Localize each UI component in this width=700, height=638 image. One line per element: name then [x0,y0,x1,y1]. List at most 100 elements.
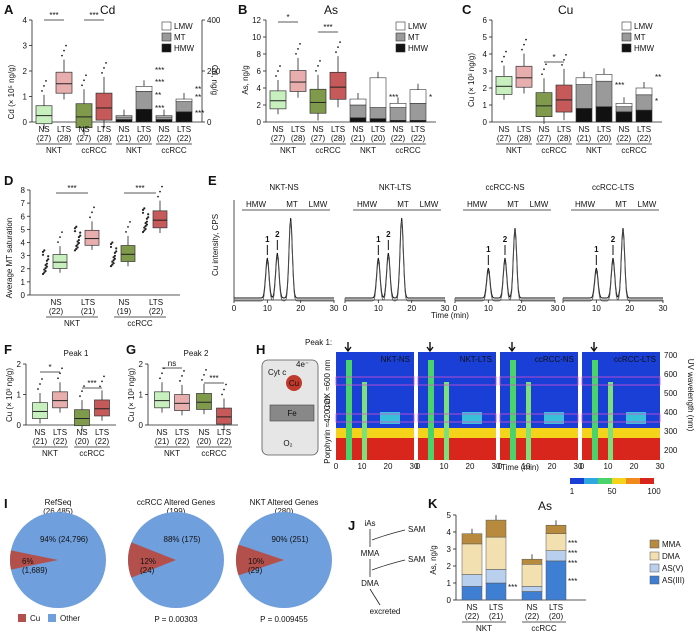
pie-other-label: 88% (175) [164,535,201,544]
panel-h-xlabel: Time (min) [501,463,539,472]
y-tick-label: 0 [17,421,22,430]
legend-swatch [649,539,660,549]
y-tick-label: 8 [257,50,262,59]
panel-a: A Cd Cd (× 10⁵ ng/g) Cd, ng/g 0 1 2 3 4 0 200 4… [4,2,221,155]
data-point [41,253,45,256]
panel-g-ylabel: Cu (× 10³ ng/g) [127,368,136,422]
wavelength-tick: 300 [664,427,678,436]
box [154,391,170,409]
legend-swatch [161,21,172,31]
group-n: (28) [557,134,572,143]
data-point [76,243,79,246]
stacked-segment [175,101,193,113]
panel-e-ylabel: Cu intensity, CPS [211,214,220,276]
legend-swatch [395,43,406,53]
outlier-point [205,368,207,371]
significance-marker: ** [195,93,201,102]
significance-marker: ** [155,91,161,100]
legend-swatch [649,575,660,585]
pathway-step: DMA [361,579,379,588]
significance-marker: ** [655,73,661,82]
group-n: (27) [37,134,52,143]
pathway-cofactor: SAM [408,525,426,534]
data-point [109,242,113,246]
stacked-segment [409,89,427,104]
colorbar-label: 50 [608,487,617,496]
outlier-point [83,79,85,82]
legend-label: MMA [662,540,681,549]
x-tick-label: 10 [604,462,613,471]
outlier-point [315,69,317,72]
stacked-segment [461,533,483,545]
pathway-arrow [369,588,381,606]
y-tick-label: 4 [447,528,452,537]
data-point [143,207,146,210]
group-label: LTS [95,428,109,437]
pie-p-value: P = 0.009455 [260,615,308,624]
x-tick-label: 0 [498,462,503,471]
pathway-step: iAs [364,519,375,528]
pie-slice-cu [127,542,176,578]
outlier-point [101,72,103,74]
panel-b-label: B [238,2,247,17]
heatmap-band [582,428,660,438]
data-point [111,260,114,263]
y-tick-label: 6 [257,67,262,76]
category-label: NKT [46,146,62,155]
group-label: NS [50,298,61,307]
panel-h-label: H [256,342,265,357]
panel-b-title: As [324,3,338,17]
y-tick-label: 1 [23,93,28,102]
stacked-segment [545,533,567,551]
data-point [112,256,115,259]
outlier-point [161,185,163,188]
x-tick-label: 20 [517,304,526,313]
significance-marker: *** [49,11,58,20]
outlier-point [277,70,279,72]
heatmap-peak [592,360,598,460]
stacked-segment [595,80,613,107]
legend-label: MT [634,33,646,42]
outlier-point [125,231,127,233]
data-point [145,220,148,223]
group-n: (22) [217,437,232,446]
copper-label: Cu [289,379,299,388]
box [216,407,232,425]
legend-swatch [161,32,172,42]
outlier-point [221,393,223,396]
heatmap-peak [544,412,564,424]
stacked-segment [135,108,153,123]
y-tick-label: 6 [21,212,26,221]
y-tick-label: 7 [21,199,26,208]
data-point [147,213,150,216]
peak-label: 2 [275,230,280,239]
pie-count: (26,485) [43,507,73,516]
group-n: (19) [117,307,132,316]
panel-f: F Peak 1 Cu (× 10³ ng/g) 012 ****NS(21)LT… [4,342,116,458]
box [269,90,287,110]
outlier-point [501,60,503,63]
outlier-point [127,226,129,228]
category-label: ccRCC [395,146,421,155]
chromatogram-title: NKT-NS [269,183,298,192]
outlier-point [85,74,87,77]
category-label: NKT [164,449,180,458]
y-tick-label: 400 [207,16,221,25]
panel-f-label: F [4,342,12,357]
stacked-segment [369,77,387,108]
panel-a-label: A [4,2,14,17]
data-point [41,250,45,253]
stacked-segment [545,560,567,601]
category-label: NKT [126,146,142,155]
outlier-point [561,63,563,66]
box [174,394,190,411]
y-tick-label: 1 [21,278,26,287]
chromatogram-trace [345,217,445,299]
pie-slice-cu [236,544,284,576]
group-n: (22) [49,307,64,316]
outlier-point [129,221,131,223]
significance-marker: *** [323,23,332,32]
schematic-cyt: Cyt c [268,368,286,377]
y-tick-label: 4 [21,239,26,248]
